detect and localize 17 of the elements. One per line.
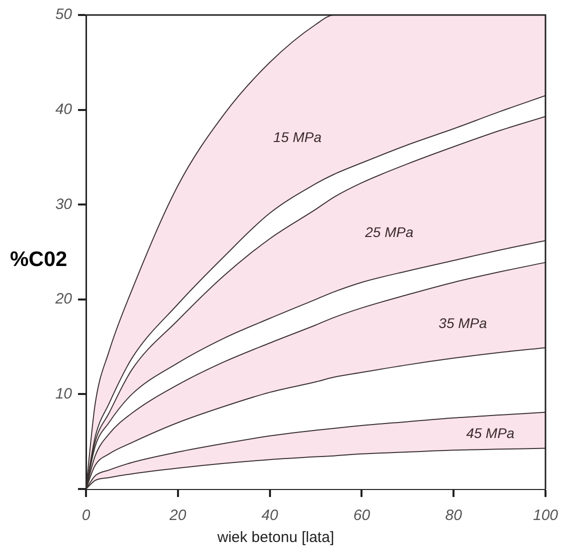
annotation: 15 MPa: [273, 129, 322, 146]
x-tick-label: 80: [445, 507, 463, 524]
y-tick-label: 20: [54, 290, 73, 308]
x-tick-label: 20: [168, 507, 187, 524]
x-tick-label: 40: [261, 507, 279, 524]
x-tick-label: 60: [353, 507, 371, 524]
y-tick-label: 30: [55, 196, 73, 213]
annotation: 25 MPa: [364, 224, 414, 240]
annotation: 45 MPa: [466, 424, 515, 441]
y-axis-title: %C02: [10, 248, 68, 271]
annotation: 35 MPa: [438, 314, 488, 331]
y-tick-label: 10: [55, 385, 73, 402]
x-tick-label: 100: [532, 507, 559, 524]
y-tick-label: 40: [55, 100, 73, 118]
x-tick-label: 0: [82, 507, 91, 524]
x-axis-title: wiek betonu [lata]: [216, 529, 334, 546]
y-tick-label: 50: [55, 6, 73, 24]
